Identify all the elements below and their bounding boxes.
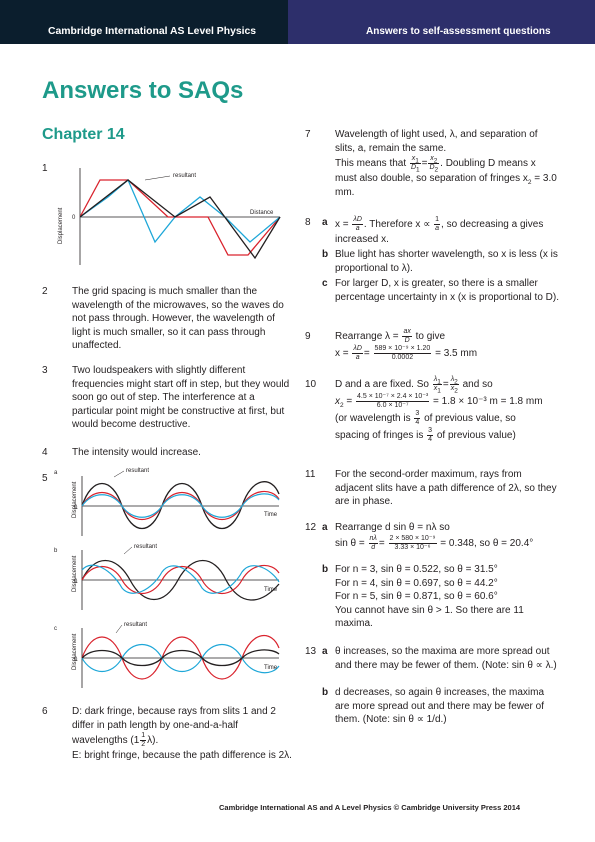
graph-letter: a xyxy=(54,470,58,476)
question-number: 1 xyxy=(42,163,48,174)
answer-text: Two loudspeakers with slightly different… xyxy=(72,365,290,431)
axis-label-distance: Distance xyxy=(250,210,274,216)
header-book-title: Cambridge International AS Level Physics xyxy=(0,0,288,44)
label-resultant: resultant xyxy=(173,173,196,179)
svg-text:resultant: resultant xyxy=(134,544,157,550)
question-number: 13 xyxy=(305,646,317,657)
footer-copyright: Cambridge International AS and A Level P… xyxy=(219,803,521,812)
question-number: 4 xyxy=(42,447,48,458)
question-number: 7 xyxy=(305,129,311,140)
wave-red xyxy=(81,634,280,680)
header-section-title: Answers to self-assessment questions xyxy=(288,0,595,44)
wave-resultant xyxy=(81,649,280,667)
chapter-heading: Chapter 14 xyxy=(42,126,125,143)
answer-text: θ increases, so the maxima are more spre… xyxy=(335,646,557,671)
answer-text: Rearrange d sin θ = nλ so sin θ = nλ d = 2… xyxy=(335,522,534,551)
wave-red xyxy=(81,565,280,595)
wave-red xyxy=(79,179,281,256)
graph-letter: c xyxy=(54,626,57,632)
answer-text: Blue light has shorter wavelength, so x … xyxy=(335,249,558,274)
wave-blue xyxy=(81,643,280,674)
question-number: 3 xyxy=(42,365,48,376)
svg-text:Time: Time xyxy=(264,665,278,671)
graph-q5c: c 0 Displacement resultant Time xyxy=(54,622,280,688)
answer-text: D and a are fixed. So λ1 x1 = λ2 x2 and so x… xyxy=(335,376,543,443)
answer-text: d decreases, so again θ increases, the m… xyxy=(335,687,545,726)
graph-q1: 0 Displacement resultant Distance xyxy=(58,168,281,265)
svg-text:resultant: resultant xyxy=(124,622,147,628)
graph-q5b: b 0 Displacement resultant Time xyxy=(54,544,280,610)
answer-text: The intensity would increase. xyxy=(72,447,201,458)
question-number: 6 xyxy=(42,706,48,717)
axis-zero: 0 xyxy=(72,215,76,221)
answer-text: For larger D, x is greater, so there is … xyxy=(335,278,559,303)
question-number: 9 xyxy=(305,331,311,342)
question-number: 11 xyxy=(305,469,316,480)
answer-text: For the second-order maximum, rays from … xyxy=(335,469,557,508)
wave-resultant xyxy=(79,179,281,260)
wave-resultant xyxy=(81,481,280,530)
wave-red xyxy=(81,491,280,521)
svg-text:resultant: resultant xyxy=(126,468,149,474)
question-number: 10 xyxy=(305,379,317,390)
answer-text: For n = 3, sin θ = 0.522, so θ = 31.5° F… xyxy=(335,564,524,630)
svg-text:0: 0 xyxy=(74,579,78,585)
answer-text: Wavelength of light used, λ, and separat… xyxy=(335,129,557,198)
graph-q5a: a 0 Displacement resultant Time xyxy=(54,468,280,536)
question-number: 5 xyxy=(42,473,48,484)
question-number: 2 xyxy=(42,286,48,297)
question-number: 12 xyxy=(305,522,317,533)
svg-text:0: 0 xyxy=(74,657,78,663)
answer-text: The grid spacing is much smaller than th… xyxy=(72,286,284,352)
svg-text:Time: Time xyxy=(264,587,278,593)
svg-text:0: 0 xyxy=(74,505,78,511)
svg-text:Time: Time xyxy=(264,512,278,518)
wave-blue xyxy=(81,493,280,518)
question-number: 8 xyxy=(305,217,311,228)
wave-blue xyxy=(81,564,280,594)
svg-text:Displacement: Displacement xyxy=(72,481,78,518)
graph-letter: b xyxy=(54,548,58,554)
svg-text:Displacement: Displacement xyxy=(72,555,78,592)
axis-label-displacement: Displacement xyxy=(58,207,64,244)
page-title: Answers to SAQs xyxy=(42,77,244,104)
svg-text:Displacement: Displacement xyxy=(72,633,78,670)
wave-resultant xyxy=(81,560,280,601)
answer-text: D: dark fringe, because rays from slits … xyxy=(72,706,292,762)
answer-text: Rearrange λ = ax D to give x = λD a = 589 ×… xyxy=(335,328,478,361)
